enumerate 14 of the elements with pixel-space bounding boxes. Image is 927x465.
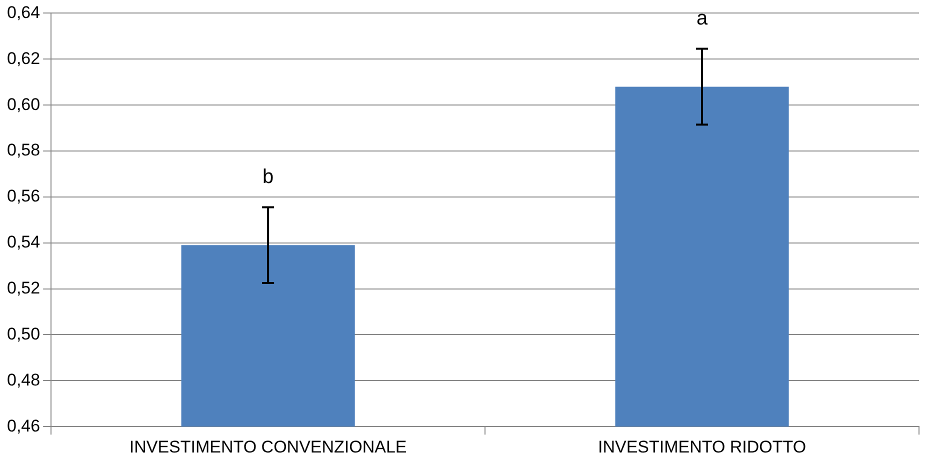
y-tick-label: 0,64 [6,2,40,22]
y-tick-label: 0,60 [6,94,40,114]
x-tick-label: INVESTIMENTO RIDOTTO [598,437,806,456]
y-tick-label: 0,54 [6,232,40,252]
y-tick-label: 0,58 [6,140,40,160]
y-tick-label: 0,56 [6,186,40,206]
y-tick-label: 0,50 [6,324,40,344]
y-tick-label: 0,46 [6,416,40,436]
x-tick-label: INVESTIMENTO CONVENZIONALE [129,437,407,456]
annotation: a [696,7,708,30]
y-tick-label: 0,52 [6,278,40,298]
y-tick-label: 0,62 [6,48,40,68]
y-tick-label: 0,48 [6,370,40,390]
annotation: b [262,166,274,188]
